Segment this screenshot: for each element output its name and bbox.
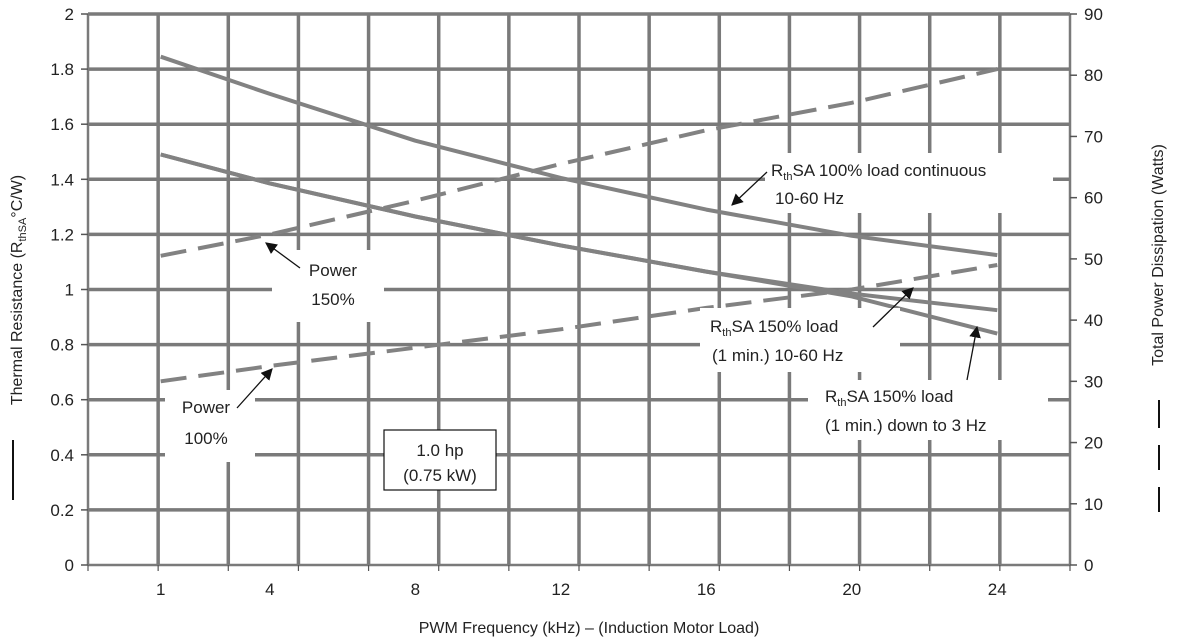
annotation-power-100-line2: 100% (184, 429, 227, 448)
annotation-rth-150-b: RthSA 150% load (1 min.) down to 3 Hz (808, 325, 1048, 440)
annotation-power-100-line1: Power (182, 398, 231, 417)
annotation-power-150-line2: 150% (311, 290, 354, 309)
x-axis-title: PWM Frequency (kHz) – (Induction Motor L… (419, 620, 760, 637)
y-tick-label: 1 (65, 281, 74, 300)
y-axis-title-main: Thermal Resistance (R (9, 242, 26, 406)
annotation-rth-150-a-line1: RthSA 150% load (710, 317, 838, 339)
y2-tick-label: 30 (1084, 372, 1103, 391)
y-tick-label: 0.8 (50, 336, 74, 355)
annotation-rated-power: 1.0 hp (0.75 kW) (383, 429, 497, 491)
y-axis-title: Thermal Resistance (RthSA°C/W) (9, 175, 29, 405)
annotation-power-150-line1: Power (309, 261, 358, 280)
annotation-rth-150-a-line2: (1 min.) 10-60 Hz (712, 346, 843, 365)
y2-tick-label: 90 (1084, 5, 1103, 24)
series-line-5 (160, 263, 998, 384)
y2-tick-label: 70 (1084, 127, 1103, 146)
series-line-4 (160, 67, 998, 258)
y-tick-label: 0.4 (50, 446, 74, 465)
grid-layer (86, 12, 1072, 567)
annotation-power-100: Power 100% (165, 368, 273, 462)
annotation-rth-150-a-sub: th (722, 327, 731, 339)
y-tick-label: 1.8 (50, 60, 74, 79)
annotation-rth-150-b-line2: (1 min.) down to 3 Hz (825, 416, 987, 435)
y2-tick-label: 60 (1084, 189, 1103, 208)
annotation-rth-100-post: SA 100% load continuous (792, 161, 986, 180)
series-line-3 (160, 152, 998, 336)
series-layer (160, 54, 998, 384)
y-tick-label: 0 (65, 556, 74, 575)
y-axis-title-sub: thSA (17, 217, 29, 242)
x-tick-label: 12 (551, 580, 570, 599)
y-tick-label: 1.6 (50, 115, 74, 134)
y-axis-title-tail: °C/W) (9, 175, 26, 218)
y2-tick-label: 80 (1084, 66, 1103, 85)
annotation-rth-150-b-post: SA 150% load (846, 387, 953, 406)
annotation-rth-100: RthSA 100% load continuous 10-60 Hz (731, 153, 1053, 213)
x-tick-label: 20 (842, 580, 861, 599)
annotation-power-150: Power 150% (265, 242, 384, 322)
x-tick-label: 24 (988, 580, 1007, 599)
annotation-rth-100-line2: 10-60 Hz (775, 189, 844, 208)
y2-tick-label: 20 (1084, 434, 1103, 453)
y2-tick-label: 50 (1084, 250, 1103, 269)
annotation-rth-100-line1: RthSA 100% load continuous (771, 161, 986, 183)
y-tick-label: 0.2 (50, 501, 74, 520)
x-tick-label: 16 (697, 580, 716, 599)
series-line-1 (160, 54, 998, 258)
y-tick-label: 0.6 (50, 391, 74, 410)
x-tick-label: 4 (265, 580, 274, 599)
annotation-rth-150-b-pre: R (825, 387, 837, 406)
tick-layer: 00.20.40.60.811.21.41.61.820102030405060… (50, 5, 1103, 599)
y2-tick-label: 0 (1084, 556, 1093, 575)
annotation-rth-100-pre: R (771, 161, 783, 180)
annotation-rth-100-sub: th (783, 171, 792, 183)
x-tick-label: 1 (156, 580, 165, 599)
annotation-rth-150-b-line1: RthSA 150% load (825, 387, 953, 409)
y-tick-label: 2 (65, 5, 74, 24)
y2-tick-label: 10 (1084, 495, 1103, 514)
annotation-rated-power-line1: 1.0 hp (416, 441, 463, 460)
annotation-rth-150-a-pre: R (710, 317, 722, 336)
annotation-rth-150-b-sub: th (837, 397, 846, 409)
y-tick-label: 1.2 (50, 225, 74, 244)
annotation-rated-power-line2: (0.75 kW) (403, 466, 477, 485)
y-tick-label: 1.4 (50, 170, 74, 189)
y2-axis-title: Total Power Dissipation (Watts) (1150, 144, 1167, 366)
y2-tick-label: 40 (1084, 311, 1103, 330)
x-tick-label: 8 (411, 580, 420, 599)
svg-text:Thermal Resistance (RthSA°C/W): Thermal Resistance (RthSA°C/W) (9, 175, 29, 405)
annotation-rth-150-a: RthSA 150% load (1 min.) 10-60 Hz (700, 287, 914, 372)
annotation-rth-150-a-post: SA 150% load (731, 317, 838, 336)
